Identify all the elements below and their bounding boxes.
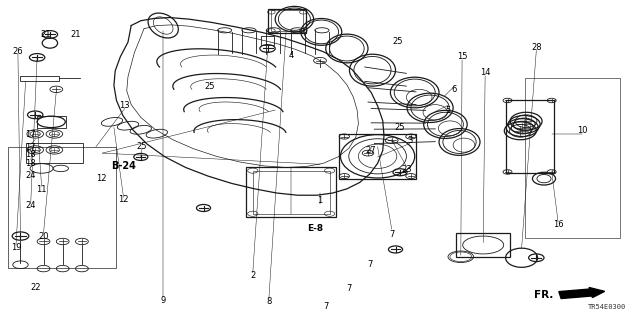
FancyArrow shape [559,287,605,299]
Text: 24: 24 [26,201,36,210]
Bar [525,78,620,238]
Text: 23: 23 [401,165,412,174]
Text: 11: 11 [36,185,47,194]
Bar [20,76,59,81]
Bar [339,134,416,179]
Text: 22: 22 [30,283,40,292]
Text: 25: 25 [137,142,147,151]
Bar [268,9,306,33]
Bar [8,147,116,268]
Text: 3: 3 [407,136,412,145]
Text: 17: 17 [26,130,36,139]
Text: 1: 1 [317,197,323,205]
Text: 25: 25 [395,123,405,132]
Text: 14: 14 [480,68,490,77]
Text: FR.: FR. [534,290,554,300]
Text: 20: 20 [38,232,49,241]
Text: 17: 17 [26,143,36,152]
Text: TR54E0300: TR54E0300 [588,304,626,310]
Bar [26,143,83,163]
Text: 13: 13 [120,101,130,110]
Bar [261,36,274,45]
Text: 7: 7 [346,284,351,293]
Text: 2: 2 [250,271,255,280]
Bar [456,233,510,257]
Text: 28: 28 [531,43,541,52]
Bar [246,167,336,217]
Text: 27: 27 [366,146,376,155]
Text: 25: 25 [393,37,403,46]
Text: 9: 9 [161,296,166,305]
Text: 18: 18 [26,159,36,168]
Bar [271,10,303,31]
Text: 24: 24 [26,171,36,180]
Text: 7: 7 [324,302,329,311]
Text: 4: 4 [289,51,294,60]
Bar [506,100,554,173]
Text: 5: 5 [445,106,451,115]
Bar [37,116,66,128]
Text: E-8: E-8 [307,224,324,233]
Text: 12: 12 [118,195,129,204]
Text: 21: 21 [70,30,81,39]
Text: 25: 25 [205,82,215,91]
Text: B-24: B-24 [111,161,136,171]
Text: 26: 26 [13,47,23,56]
Text: 7: 7 [389,230,394,239]
Text: 15: 15 [457,52,467,61]
Text: 7: 7 [367,260,372,269]
Text: 8: 8 [266,297,271,306]
Text: 18: 18 [26,150,36,159]
Bar [253,171,330,214]
Text: 21: 21 [41,30,51,39]
Text: 6: 6 [452,85,457,94]
Text: 19: 19 [11,243,21,252]
Text: 12: 12 [96,174,106,183]
Text: 16: 16 [553,220,563,229]
Text: 10: 10 [577,126,588,135]
